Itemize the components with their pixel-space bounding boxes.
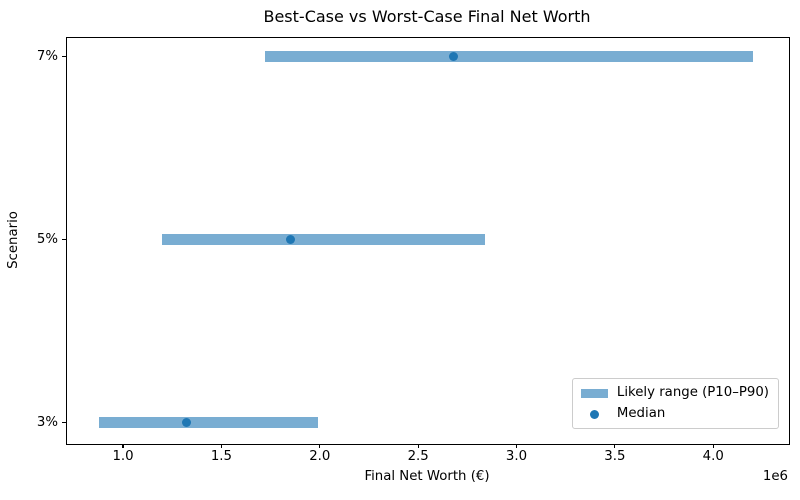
legend-entry-median: Median	[581, 406, 769, 422]
median-dot-3%	[181, 418, 191, 428]
y-tick-mark	[62, 56, 66, 58]
legend-entry-range: Likely range (P10–P90)	[580, 385, 769, 401]
x-tick-label: 2.5	[407, 449, 429, 464]
x-tick-mark	[614, 444, 616, 448]
x-tick-label: 1.5	[210, 449, 232, 464]
x-tick-mark	[515, 444, 518, 448]
x-tick-mark	[122, 444, 124, 448]
x-tick-mark	[417, 444, 419, 448]
range-bar-7%	[264, 51, 753, 63]
y-tick-mark	[62, 238, 66, 241]
x-tick-label: 4.0	[702, 449, 724, 464]
x-tick-label: 3.5	[604, 449, 626, 464]
median-dot-5%	[285, 235, 295, 245]
y-tick-label: 3%	[36, 414, 58, 430]
range-bar-5%	[162, 234, 486, 246]
median-dot-7%	[449, 52, 459, 62]
x-axis-label: Final Net Worth (€)	[364, 469, 490, 484]
legend: Likely range (P10–P90) Median	[571, 378, 779, 429]
x-tick-label: 1.0	[112, 449, 134, 464]
y-tick-label: 5%	[36, 231, 58, 247]
x-tick-mark	[712, 444, 714, 448]
chart-title: Best-Case vs Worst-Case Final Net Worth	[263, 7, 591, 26]
legend-range-swatch-icon	[580, 385, 608, 401]
x-axis-offset-label: 1e6	[762, 469, 788, 484]
x-tick-label: 3.0	[505, 449, 528, 464]
x-tick-label: 2.0	[309, 449, 331, 464]
range-bar-3%	[99, 417, 318, 429]
legend-range-label: Likely range (P10–P90)	[616, 385, 769, 400]
y-tick-label: 7%	[36, 48, 58, 64]
legend-median-label: Median	[616, 406, 666, 421]
x-tick-mark	[220, 444, 222, 448]
legend-median-swatch-icon	[581, 406, 608, 422]
x-tick-mark	[319, 444, 321, 448]
y-tick-mark	[62, 422, 66, 424]
